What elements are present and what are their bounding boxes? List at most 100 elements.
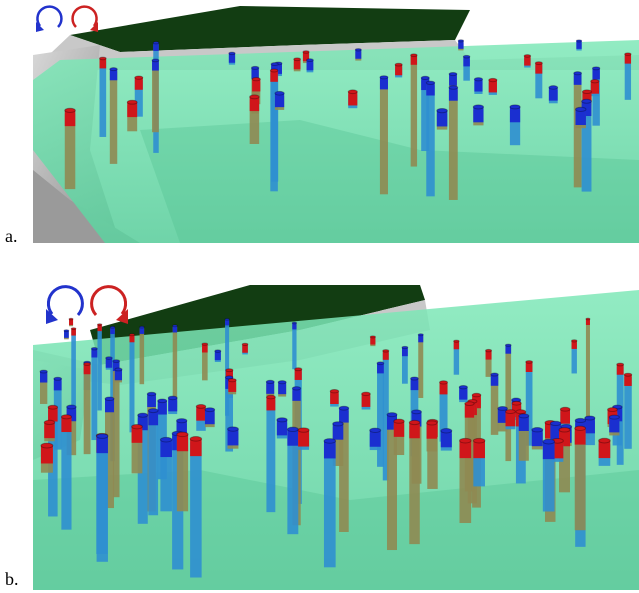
drillhole	[168, 396, 177, 414]
drillhole	[355, 49, 361, 61]
drillhole-top	[473, 438, 485, 443]
drillhole-top	[355, 49, 361, 51]
drillhole	[370, 336, 375, 346]
drillhole-top	[173, 325, 177, 327]
drillhole-top	[97, 324, 101, 326]
drillhole-top	[147, 392, 156, 395]
drillhole-top	[572, 340, 577, 342]
drillhole-top	[153, 42, 158, 44]
drillhole-top	[370, 428, 381, 432]
drillhole-top	[421, 76, 429, 79]
drillhole-top	[409, 420, 420, 424]
drillhole-top	[129, 334, 134, 336]
drillhole	[441, 429, 452, 451]
drillhole-top	[472, 393, 481, 397]
drillhole-shaft	[100, 60, 107, 137]
drillhole	[370, 428, 381, 450]
drillhole	[362, 392, 371, 409]
drillhole	[463, 55, 470, 80]
drillhole	[205, 408, 215, 427]
drillhole	[524, 55, 530, 68]
drillhole	[454, 340, 459, 375]
drillhole-shaft	[61, 420, 71, 530]
drillhole-top	[549, 86, 558, 90]
drillhole-top	[324, 439, 336, 444]
drillhole-shaft	[173, 327, 177, 407]
drillhole	[298, 428, 309, 450]
drillhole-top	[250, 95, 260, 99]
drillhole-top	[270, 69, 278, 72]
drillhole	[506, 410, 516, 430]
drillhole-top	[519, 414, 529, 418]
drillhole-top	[412, 410, 422, 414]
drillhole	[549, 86, 558, 104]
drillhole	[97, 434, 108, 562]
drillhole	[177, 432, 188, 511]
drillhole-top	[586, 318, 590, 320]
drillhole-top	[48, 405, 58, 409]
drillhole-top	[441, 429, 452, 433]
drillhole-top	[560, 407, 570, 411]
drillhole	[394, 419, 404, 455]
drillhole	[409, 420, 420, 544]
drillhole-top	[498, 407, 508, 411]
drillhole	[380, 76, 388, 195]
drillhole	[624, 373, 632, 449]
drillhole-shaft	[575, 432, 586, 531]
drillhole-top	[559, 428, 570, 432]
drillhole-top	[251, 66, 258, 69]
drillhole-shaft	[505, 347, 511, 461]
drillhole-top	[449, 86, 458, 90]
drillhole-top	[228, 379, 236, 382]
drillhole	[190, 437, 202, 578]
drillhole	[270, 69, 278, 191]
drillhole	[486, 349, 492, 376]
drillhole-top	[135, 76, 143, 79]
drillhole	[84, 363, 91, 455]
drillhole-top	[505, 344, 511, 346]
drillhole-top	[489, 78, 497, 81]
drillhole	[132, 425, 143, 474]
drillhole-top	[362, 392, 371, 395]
drillhole	[307, 59, 314, 73]
drillhole-top	[69, 318, 73, 320]
drillhole-top	[437, 109, 448, 113]
drillhole	[395, 63, 402, 77]
drillhole-top	[418, 334, 423, 336]
drillhole	[324, 439, 336, 568]
drillhole	[278, 381, 286, 397]
drillhole-top	[387, 413, 397, 417]
drillhole-shaft	[624, 377, 632, 449]
drillhole	[91, 348, 97, 441]
drillhole-top	[526, 361, 533, 364]
drillhole-top	[71, 328, 76, 330]
drillhole	[458, 40, 463, 51]
drillhole-top	[275, 91, 284, 95]
drillhole-top	[110, 68, 117, 71]
drillhole-shaft	[324, 444, 336, 567]
drillhole-top	[266, 380, 274, 383]
drillhole-top	[67, 405, 77, 409]
drillhole	[97, 324, 101, 411]
drillhole	[459, 438, 471, 523]
drillhole-top	[292, 387, 300, 390]
drillhole-top	[105, 397, 114, 401]
drillhole-top	[591, 80, 599, 83]
drillhole	[44, 420, 54, 441]
drillhole-top	[294, 58, 301, 61]
drillhole-top	[330, 389, 339, 392]
drillhole	[330, 389, 339, 406]
drillhole	[574, 72, 582, 188]
drillhole-top	[229, 52, 235, 55]
drillhole	[535, 62, 542, 99]
drillhole-top	[625, 53, 631, 56]
drillhole-top	[370, 336, 375, 338]
drillhole	[510, 105, 520, 145]
drillhole-top	[585, 416, 595, 420]
drillhole	[266, 380, 274, 396]
drillhole-top	[158, 399, 167, 403]
drillhole-top	[454, 340, 459, 342]
drillhole	[572, 340, 577, 374]
drillhole-top	[394, 419, 404, 423]
drillhole	[250, 95, 260, 144]
